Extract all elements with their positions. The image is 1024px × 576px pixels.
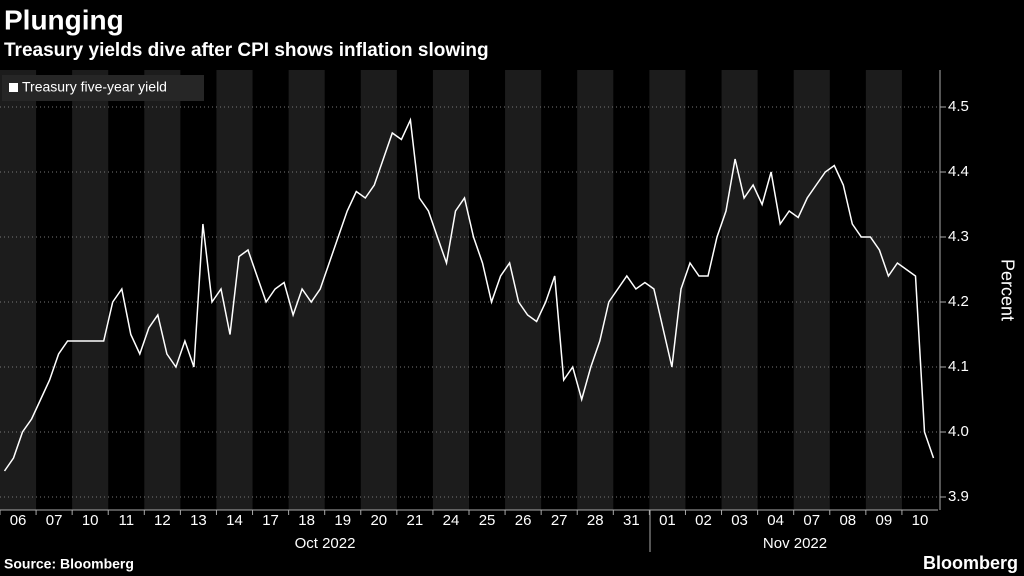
- day-bands: [0, 70, 902, 510]
- y-axis-label: Percent: [997, 259, 1017, 321]
- x-tick-label: 19: [334, 512, 351, 529]
- x-tick-label: 10: [82, 512, 99, 529]
- x-tick-label: 06: [10, 512, 27, 529]
- chart-title: Plunging: [4, 4, 124, 35]
- day-band: [505, 70, 542, 510]
- x-tick-label: 10: [912, 512, 929, 529]
- day-band: [72, 70, 109, 510]
- day-band: [649, 70, 686, 510]
- y-tick-label: 4.4: [948, 163, 969, 180]
- y-tick-label: 4.3: [948, 228, 969, 245]
- series-line: [3, 117, 935, 472]
- month-label: Nov 2022: [763, 535, 827, 552]
- x-tick-label: 26: [515, 512, 532, 529]
- x-tick-label: 07: [46, 512, 63, 529]
- day-band: [144, 70, 181, 510]
- legend-box: [2, 75, 204, 101]
- x-tick-label: 18: [298, 512, 315, 529]
- x-tick-label: 17: [262, 512, 279, 529]
- legend-label: Treasury five-year yield: [22, 79, 167, 95]
- x-tick-label: 13: [190, 512, 207, 529]
- x-tick-label: 08: [839, 512, 856, 529]
- x-tick-label: 28: [587, 512, 604, 529]
- x-tick-label: 04: [767, 512, 784, 529]
- x-tick-label: 07: [803, 512, 820, 529]
- x-tick-label: 20: [370, 512, 387, 529]
- day-band: [432, 70, 469, 510]
- day-band: [793, 70, 830, 510]
- y-tick-label: 4.0: [948, 423, 969, 440]
- day-band: [865, 70, 902, 510]
- month-label: Oct 2022: [295, 535, 356, 552]
- y-tick-label: 4.5: [948, 98, 969, 115]
- x-tick-label: 21: [407, 512, 424, 529]
- y-tick-label: 4.2: [948, 293, 969, 310]
- y-tick-label: 4.1: [948, 358, 969, 375]
- x-tick-label: 14: [226, 512, 243, 529]
- x-tick-label: 01: [659, 512, 676, 529]
- brand: Bloomberg: [923, 553, 1018, 573]
- x-tick-label: 24: [443, 512, 460, 529]
- day-band: [721, 70, 758, 510]
- x-tick-label: 09: [876, 512, 893, 529]
- x-tick-label: 02: [695, 512, 712, 529]
- day-band: [360, 70, 397, 510]
- x-tick-label: 31: [623, 512, 640, 529]
- x-tick-label: 25: [479, 512, 496, 529]
- chart-subtitle: Treasury yields dive after CPI shows inf…: [4, 40, 489, 61]
- day-band: [0, 70, 37, 510]
- source: Source: Bloomberg: [4, 556, 134, 572]
- legend-swatch: [9, 83, 18, 92]
- day-band: [577, 70, 614, 510]
- x-tick-label: 12: [154, 512, 171, 529]
- x-tick-label: 11: [118, 512, 134, 529]
- y-tick-label: 3.9: [948, 488, 969, 505]
- x-tick-label: 03: [731, 512, 748, 529]
- x-tick-label: 27: [551, 512, 568, 529]
